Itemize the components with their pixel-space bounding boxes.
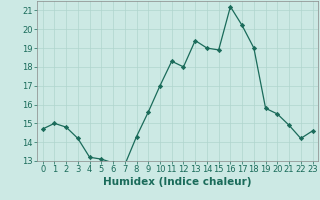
X-axis label: Humidex (Indice chaleur): Humidex (Indice chaleur) [103,177,252,187]
